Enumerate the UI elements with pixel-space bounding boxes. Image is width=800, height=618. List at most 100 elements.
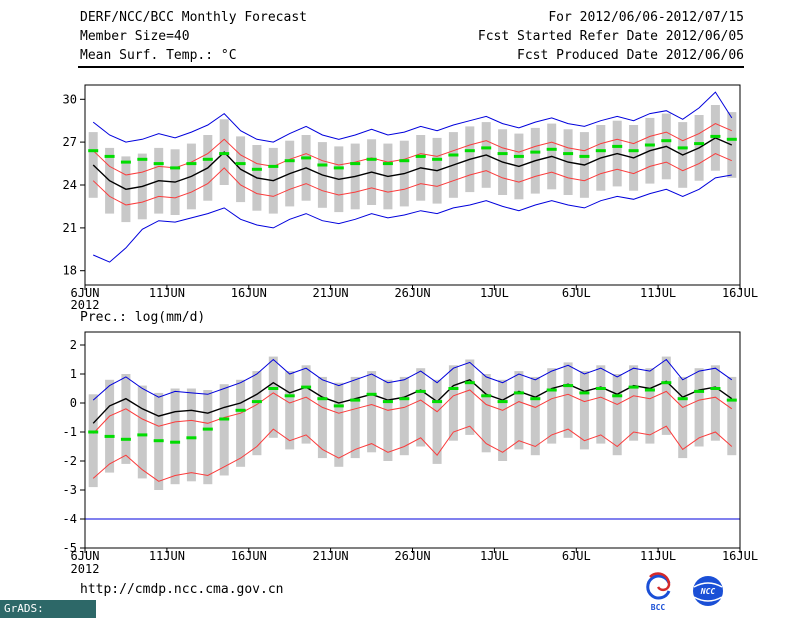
- y-tick-label: 18: [63, 264, 77, 278]
- y-tick-label: -3: [63, 483, 77, 497]
- refer-date-label: Fcst Started Refer Date 2012/06/05: [477, 29, 744, 44]
- y-tick-label: 24: [63, 178, 77, 192]
- ensemble-spread-bar: [481, 374, 491, 453]
- x-tick-label: 21JUN: [313, 549, 349, 563]
- ensemble-spread-bar: [629, 365, 639, 441]
- x-tick-label: 6JUN: [71, 286, 100, 300]
- y-tick-label: -2: [63, 454, 77, 468]
- ncc-logo: NCC: [693, 576, 723, 606]
- bcc-logo-label: BCC: [651, 603, 666, 612]
- ensemble-spread-bar: [514, 371, 524, 450]
- ensemble-spread-bar: [498, 379, 508, 461]
- temp-panel-title: Mean Surf. Temp.: °C: [80, 48, 237, 63]
- max-line: [92, 91, 733, 143]
- ensemble-spread-bar: [367, 371, 377, 453]
- ensemble-spread-bar: [727, 376, 737, 456]
- x-year-label: 2012: [71, 298, 100, 312]
- ensemble-spread-bar: [105, 379, 115, 473]
- plot-frame: [84, 331, 741, 549]
- ncc-logo-label: NCC: [700, 587, 716, 596]
- ensemble-mean-line: [92, 379, 733, 424]
- ensemble-spread-bar: [88, 394, 98, 488]
- x-tick-label: 16JUN: [231, 549, 267, 563]
- x-tick-label: 6JUN: [71, 549, 100, 563]
- y-tick-label: 0: [70, 396, 77, 410]
- ensemble-spread-bar: [596, 365, 606, 444]
- ensemble-spread-bar: [219, 384, 229, 476]
- ensemble-spread-bar: [88, 132, 98, 198]
- ensemble-spread-bar: [547, 368, 557, 444]
- y-tick-label: -5: [63, 541, 77, 555]
- header: DERF/NCC/BCC Monthly Forecast Member Siz…: [80, 8, 744, 65]
- x-tick-label: 11JUN: [149, 549, 185, 563]
- y-tick-label: -1: [63, 425, 77, 439]
- ensemble-spread-bar: [579, 371, 589, 450]
- ensemble-spread-bar: [416, 368, 426, 447]
- app-title: DERF/NCC/BCC Monthly Forecast: [80, 10, 307, 25]
- ensemble-spread-bar: [448, 365, 458, 441]
- ensemble-spread-bar: [399, 376, 409, 456]
- y-tick-label: 21: [63, 221, 77, 235]
- ensemble-spread-bar: [301, 365, 311, 444]
- ensemble-spread-bar: [268, 356, 278, 438]
- ensemble-spread-bar: [252, 371, 262, 456]
- header-right: For 2012/06/06-2012/07/15 Fcst Started R…: [478, 8, 744, 65]
- source-url: http://cmdp.ncc.cma.gov.cn: [80, 582, 284, 597]
- min-line: [93, 174, 732, 263]
- x-tick-label: 1JUL: [480, 549, 509, 563]
- member-size-label: Member Size=40: [80, 29, 190, 44]
- ensemble-spread-bar: [432, 379, 442, 464]
- ensemble-spread-bar: [121, 374, 131, 464]
- ensemble-spread-bar: [137, 385, 147, 479]
- y-tick-label: 27: [63, 135, 77, 149]
- ensemble-spread-bar: [563, 362, 573, 438]
- x-tick-label: 26JUN: [394, 286, 430, 300]
- ensemble-spread-bar: [678, 376, 688, 459]
- x-tick-label: 6JUL: [562, 286, 591, 300]
- ensemble-spread-bar: [694, 368, 704, 447]
- ensemble-spread-bar: [170, 388, 180, 485]
- x-tick-label: 11JUL: [640, 286, 676, 300]
- y-tick-label: 30: [63, 92, 77, 106]
- ensemble-spread-bar: [334, 382, 344, 467]
- x-tick-label: 11JUN: [149, 286, 185, 300]
- y-tick-label: -4: [63, 512, 77, 526]
- x-tick-label: 16JUL: [722, 549, 758, 563]
- upper-quartile-line: [92, 123, 732, 176]
- ensemble-spread-bar: [530, 376, 540, 456]
- ensemble-spread-bar: [203, 390, 213, 485]
- ensemble-spread-bar: [710, 365, 720, 441]
- plot-frame: [84, 84, 741, 286]
- x-tick-label: 11JUL: [640, 549, 676, 563]
- x-tick-label: 26JUN: [394, 549, 430, 563]
- ensemble-spread-bar: [645, 368, 655, 444]
- ensemble-spread-bar: [612, 374, 622, 456]
- x-tick-label: 1JUL: [480, 286, 509, 300]
- ensemble-spread-bar: [317, 376, 327, 459]
- ensemble-spread-bar: [186, 388, 196, 482]
- x-year-label: 2012: [71, 562, 100, 576]
- y-tick-label: 1: [70, 367, 77, 381]
- forecast-range-label: For 2012/06/06-2012/07/15: [548, 10, 744, 25]
- ensemble-spread-bar: [285, 371, 295, 450]
- header-divider: [78, 66, 744, 68]
- ensemble-mean-line: [92, 137, 733, 191]
- bcc-logo: BCC: [646, 572, 671, 612]
- x-tick-label: 21JUN: [313, 286, 349, 300]
- ensemble-spread-bar: [383, 379, 393, 461]
- agency-logos: BCC NCC: [636, 569, 730, 613]
- x-tick-label: 6JUL: [562, 549, 591, 563]
- grads-credit-stamp: GrADS: COLA/IGES: [0, 600, 96, 618]
- ensemble-spread-bar: [236, 379, 246, 467]
- lower-quartile-line: [92, 153, 732, 206]
- x-tick-label: 16JUL: [722, 286, 758, 300]
- upper-quartile-line: [92, 389, 733, 434]
- x-tick-label: 16JUN: [231, 286, 267, 300]
- y-tick-label: 2: [70, 338, 77, 352]
- ensemble-spread-bar: [465, 359, 475, 435]
- produced-date-label: Fcst Produced Date 2012/06/06: [517, 48, 744, 63]
- ensemble-spread-bar: [661, 356, 671, 435]
